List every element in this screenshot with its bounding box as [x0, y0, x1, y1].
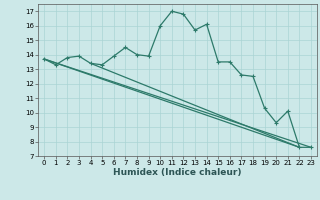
- X-axis label: Humidex (Indice chaleur): Humidex (Indice chaleur): [113, 168, 242, 177]
